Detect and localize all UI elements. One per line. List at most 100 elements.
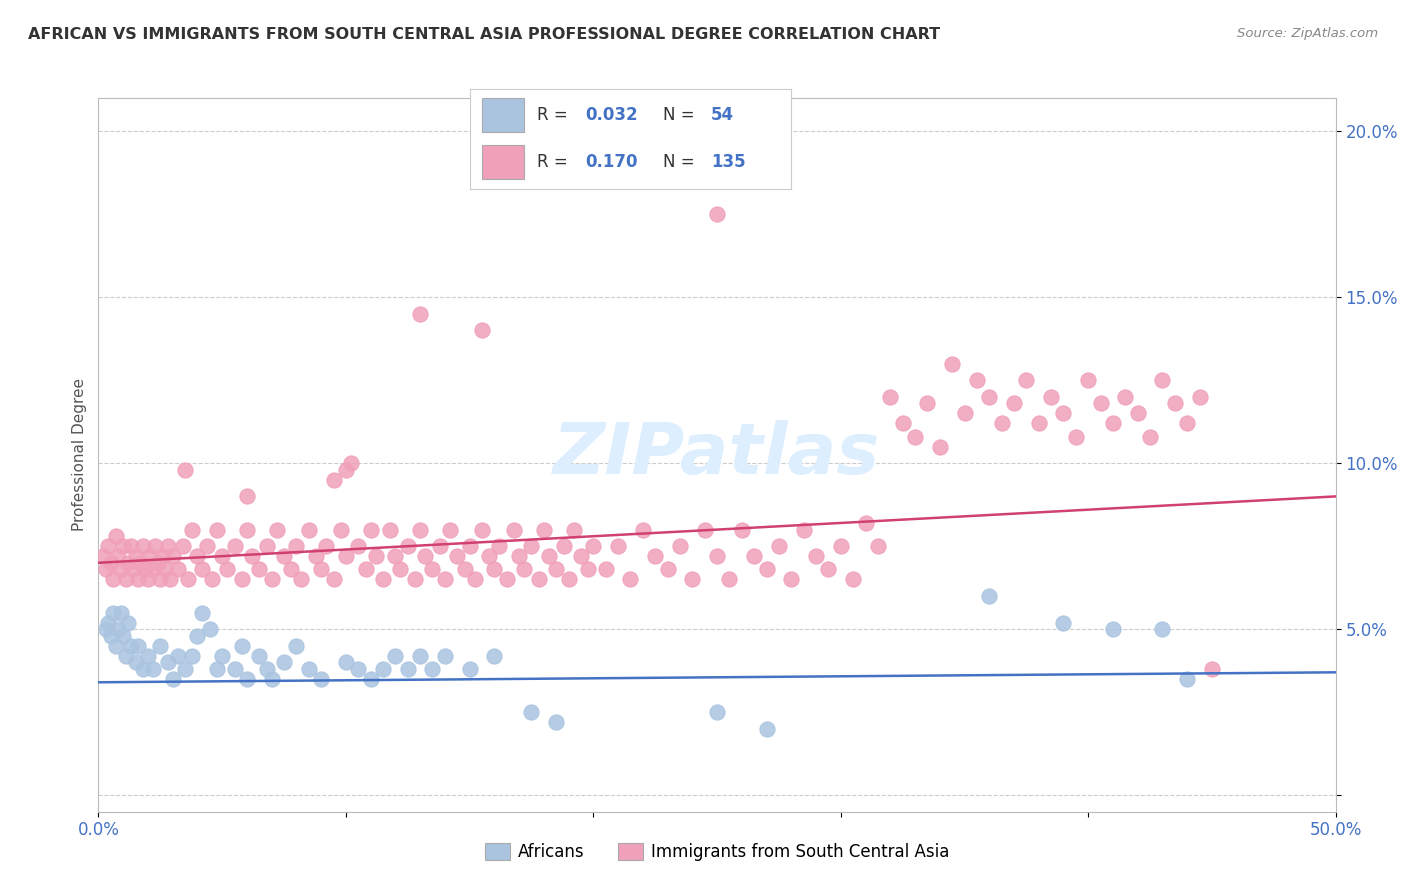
- Point: [335, 656, 357, 670]
- Point: [134, 562, 156, 576]
- Point: [607, 539, 630, 553]
- Point: [404, 573, 426, 587]
- Point: [309, 562, 332, 576]
- Point: [409, 307, 432, 321]
- Point: [256, 539, 278, 553]
- Text: N =: N =: [662, 106, 700, 124]
- Point: [347, 539, 370, 553]
- Point: [879, 390, 901, 404]
- Point: [669, 539, 692, 553]
- Point: [928, 440, 950, 454]
- Point: [768, 539, 790, 553]
- Point: [127, 573, 149, 587]
- Point: [360, 523, 382, 537]
- Point: [520, 705, 543, 719]
- Point: [201, 573, 224, 587]
- Point: [503, 523, 526, 537]
- Point: [360, 672, 382, 686]
- Point: [371, 662, 394, 676]
- Point: [755, 722, 778, 736]
- Text: AFRICAN VS IMMIGRANTS FROM SOUTH CENTRAL ASIA PROFESSIONAL DEGREE CORRELATION CH: AFRICAN VS IMMIGRANTS FROM SOUTH CENTRAL…: [28, 27, 941, 42]
- Point: [285, 539, 308, 553]
- Point: [1152, 622, 1174, 636]
- Point: [471, 323, 494, 337]
- Point: [236, 523, 259, 537]
- Text: R =: R =: [537, 106, 574, 124]
- Y-axis label: Professional Degree: Professional Degree: [72, 378, 87, 532]
- Point: [156, 656, 179, 670]
- Point: [132, 662, 155, 676]
- Point: [305, 549, 328, 563]
- Point: [100, 556, 122, 570]
- Point: [527, 573, 550, 587]
- Point: [247, 562, 270, 576]
- Point: [595, 562, 617, 576]
- Point: [290, 573, 312, 587]
- Point: [94, 562, 117, 576]
- Point: [657, 562, 679, 576]
- Point: [224, 662, 246, 676]
- Point: [453, 562, 475, 576]
- Point: [273, 656, 295, 670]
- Point: [619, 573, 641, 587]
- Point: [335, 549, 357, 563]
- Point: [273, 549, 295, 563]
- Point: [298, 662, 321, 676]
- Point: [107, 622, 129, 636]
- Point: [458, 539, 481, 553]
- Point: [142, 562, 165, 576]
- Point: [149, 639, 172, 653]
- Point: [1052, 615, 1074, 630]
- Point: [439, 523, 461, 537]
- Point: [1052, 406, 1074, 420]
- Point: [546, 562, 568, 576]
- Text: 0.032: 0.032: [585, 106, 638, 124]
- Point: [830, 539, 852, 553]
- Point: [211, 648, 233, 663]
- Point: [136, 573, 159, 587]
- Point: [413, 549, 436, 563]
- Legend: Africans, Immigrants from South Central Asia: Africans, Immigrants from South Central …: [478, 836, 956, 868]
- Point: [260, 672, 283, 686]
- Point: [94, 622, 117, 636]
- Point: [1152, 373, 1174, 387]
- Point: [396, 539, 419, 553]
- Point: [409, 648, 432, 663]
- Point: [718, 573, 741, 587]
- Point: [340, 456, 363, 470]
- Point: [186, 549, 208, 563]
- Point: [631, 523, 654, 537]
- Point: [298, 523, 321, 537]
- Point: [132, 539, 155, 553]
- Point: [117, 556, 139, 570]
- Point: [127, 639, 149, 653]
- Point: [149, 573, 172, 587]
- Point: [354, 562, 377, 576]
- Point: [176, 573, 198, 587]
- Point: [422, 662, 444, 676]
- Point: [93, 549, 115, 563]
- Point: [904, 430, 927, 444]
- Text: ZIPatlas: ZIPatlas: [554, 420, 880, 490]
- Point: [429, 539, 451, 553]
- Point: [990, 417, 1012, 431]
- Point: [162, 549, 184, 563]
- Point: [742, 549, 765, 563]
- Point: [172, 539, 194, 553]
- Point: [706, 207, 728, 221]
- Point: [120, 639, 142, 653]
- Point: [1139, 430, 1161, 444]
- Point: [1114, 390, 1136, 404]
- Point: [1040, 390, 1063, 404]
- Point: [562, 523, 585, 537]
- Point: [1077, 373, 1099, 387]
- Point: [1175, 672, 1198, 686]
- FancyBboxPatch shape: [482, 145, 524, 179]
- Point: [129, 556, 152, 570]
- Text: 54: 54: [711, 106, 734, 124]
- Point: [315, 539, 337, 553]
- Point: [166, 648, 188, 663]
- Point: [693, 523, 716, 537]
- Point: [396, 662, 419, 676]
- Point: [124, 549, 146, 563]
